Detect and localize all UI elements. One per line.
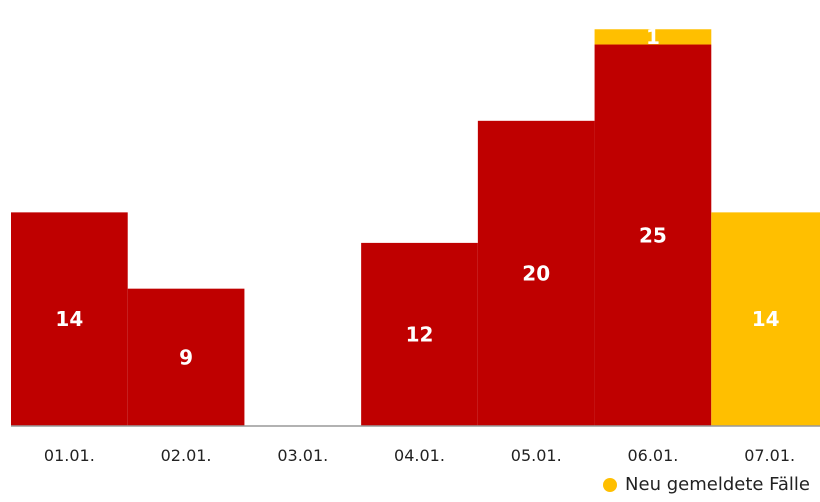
legend: Neu gemeldete Fälle bbox=[603, 474, 810, 495]
legend-label: Neu gemeldete Fälle bbox=[625, 474, 810, 495]
x-tick-label: 02.01. bbox=[161, 446, 212, 465]
bars-group bbox=[11, 29, 820, 426]
bar-yellow-06.01. bbox=[594, 29, 712, 45]
bar-red-06.01. bbox=[594, 44, 712, 426]
x-tick-labels-group: 01.01. 02.01. 03.01. 04.01. 05.01. 06.01. 07.0… bbox=[44, 446, 795, 465]
bar-red-05.01. bbox=[477, 120, 595, 426]
bar-red-04.01. bbox=[361, 242, 478, 426]
bar-value-label: 25 bbox=[639, 223, 667, 247]
x-tick-label: 01.01. bbox=[44, 446, 95, 465]
x-tick-label: 07.01. bbox=[744, 446, 795, 465]
x-tick-label: 05.01. bbox=[511, 446, 562, 465]
bar-value-label: 20 bbox=[522, 261, 550, 285]
bar-value-label: 12 bbox=[406, 322, 434, 346]
x-tick-label: 06.01. bbox=[627, 446, 678, 465]
bar-chart: 14 9 12 20 25 1 14 01.01. 02.01. 03.01. 04.01. 05.… bbox=[11, 25, 820, 465]
bar-yellow-07.01. bbox=[711, 212, 820, 426]
bar-value-label: 9 bbox=[179, 345, 193, 369]
bar-labels-group: 14 9 12 20 25 1 14 bbox=[55, 25, 779, 369]
legend-dot-icon bbox=[603, 477, 618, 492]
x-tick-label: 03.01. bbox=[277, 446, 328, 465]
bar-value-label: 14 bbox=[752, 307, 780, 331]
bar-value-label: 1 bbox=[646, 25, 660, 49]
bar-red-02.01. bbox=[127, 288, 245, 426]
bar-value-label: 14 bbox=[55, 307, 83, 331]
bar-red-01.01. bbox=[11, 212, 128, 426]
x-tick-label: 04.01. bbox=[394, 446, 445, 465]
